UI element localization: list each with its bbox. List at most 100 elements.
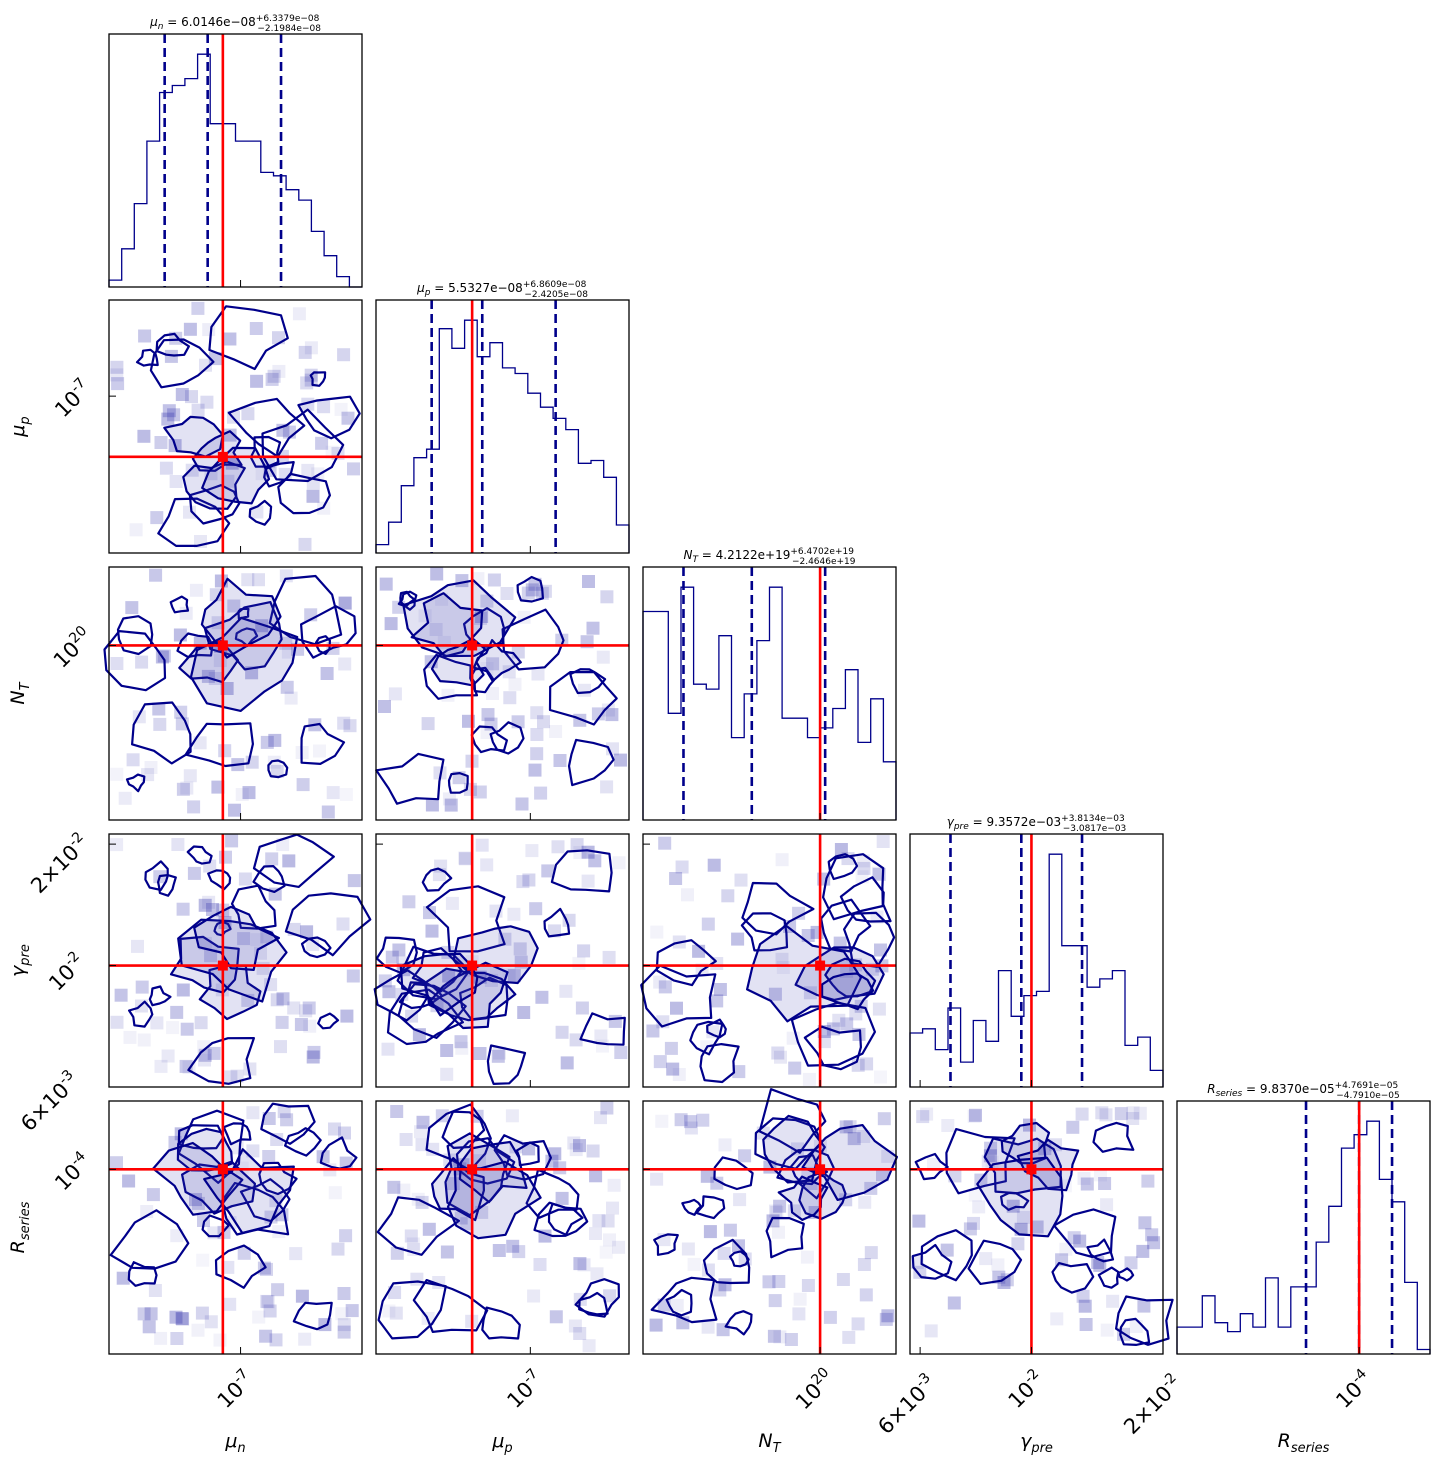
contour bbox=[149, 338, 215, 389]
contour bbox=[458, 1140, 528, 1204]
histogram-step bbox=[642, 586, 897, 820]
contour bbox=[399, 952, 479, 1017]
panel-R_series-vs-gamma_pre bbox=[909, 1100, 1174, 1355]
contour bbox=[911, 1243, 953, 1280]
contour bbox=[822, 853, 885, 921]
contour bbox=[157, 874, 177, 897]
y-axis-label: Rseries bbox=[7, 1201, 33, 1253]
contour bbox=[839, 876, 892, 923]
contour bbox=[148, 985, 172, 1007]
contour bbox=[152, 1141, 244, 1216]
contour bbox=[1051, 1262, 1095, 1294]
contour bbox=[187, 1037, 255, 1085]
contour bbox=[821, 972, 875, 1011]
y-axis-label: γpre bbox=[7, 944, 33, 977]
contour bbox=[109, 1209, 190, 1270]
contour bbox=[762, 1114, 826, 1184]
contour bbox=[375, 752, 445, 805]
contour bbox=[208, 305, 289, 371]
contour bbox=[252, 865, 286, 893]
contour bbox=[169, 595, 190, 614]
contour bbox=[914, 1152, 949, 1181]
contour bbox=[550, 849, 613, 893]
contour bbox=[758, 1088, 827, 1154]
contour bbox=[261, 408, 345, 483]
contour bbox=[207, 869, 232, 891]
x-axis-label: NT bbox=[758, 1430, 781, 1456]
contour bbox=[920, 1229, 973, 1282]
contour bbox=[1092, 1121, 1135, 1153]
contour bbox=[300, 936, 332, 959]
contour bbox=[1115, 1295, 1174, 1346]
panel-N_T-vs-mu_p bbox=[375, 566, 630, 821]
contour bbox=[201, 1214, 230, 1238]
contour bbox=[423, 653, 479, 700]
contour bbox=[713, 1156, 754, 1191]
contour bbox=[410, 592, 484, 658]
y-tick-label: 10-2 bbox=[43, 948, 90, 995]
contour bbox=[486, 1044, 527, 1085]
contour bbox=[421, 867, 453, 892]
panel-title: μn = 6.0146e−08+6.3379e−08 −2.1984e−08 bbox=[149, 14, 321, 34]
truth-point bbox=[467, 960, 478, 971]
contour bbox=[184, 722, 254, 768]
contour bbox=[820, 898, 872, 953]
contour bbox=[827, 853, 859, 881]
x-axis-label: μn bbox=[224, 1430, 245, 1456]
hist-panel-mu_n: μn = 6.0146e−08+6.3379e−08 −2.1984e−08 bbox=[108, 14, 363, 288]
panel-mu_p-vs-mu_n bbox=[108, 299, 363, 554]
contour bbox=[191, 430, 243, 472]
contour bbox=[131, 701, 192, 765]
contour bbox=[777, 1175, 829, 1221]
contour bbox=[188, 484, 241, 525]
contour bbox=[377, 1280, 447, 1340]
hist-panel-mu_p: μp = 5.5327e−08+6.8609e−08 −2.4205e−08 bbox=[375, 280, 630, 554]
x-axis-label: γpre bbox=[1020, 1430, 1053, 1456]
hist-panel-N_T: NT = 4.2122e+19+6.4702e+19 −2.4646e+19 bbox=[642, 547, 897, 821]
contour bbox=[516, 575, 544, 603]
contour bbox=[655, 939, 717, 987]
x-axis-label: Rseries bbox=[1278, 1430, 1330, 1456]
contour bbox=[567, 738, 615, 787]
panel-gamma_pre-vs-mu_n bbox=[108, 833, 372, 1088]
hist-panel-R_series: Rseries = 9.8370e−05+4.7691e−05 −4.7910e−… bbox=[1176, 1081, 1431, 1355]
contour bbox=[425, 885, 506, 953]
y-axis-label: μp bbox=[7, 416, 33, 437]
contour bbox=[317, 1012, 340, 1030]
contour bbox=[1117, 1267, 1135, 1282]
y-axis-label: NT bbox=[7, 681, 33, 704]
contour bbox=[398, 981, 444, 1010]
contour bbox=[1119, 1317, 1151, 1346]
panel-N_T-vs-mu_n bbox=[103, 566, 363, 821]
contour bbox=[284, 1127, 322, 1157]
contour bbox=[277, 472, 331, 515]
x-tick-label: 6×10-3 bbox=[872, 1370, 941, 1439]
contour bbox=[135, 348, 159, 367]
contour bbox=[260, 1102, 316, 1145]
truth-point bbox=[217, 960, 228, 971]
hist-panel-gamma_pre: γpre = 9.3572e−03+3.8134e−03 −3.0817e−03 bbox=[909, 814, 1164, 1088]
contour bbox=[300, 722, 346, 765]
contour bbox=[1000, 1121, 1051, 1165]
contour bbox=[728, 1250, 750, 1268]
x-tick-label: 2×10-2 bbox=[1118, 1370, 1187, 1439]
histogram-step bbox=[108, 53, 362, 288]
contour bbox=[579, 1012, 626, 1046]
contour bbox=[515, 1141, 540, 1167]
contour bbox=[214, 1244, 267, 1289]
y-tick-label: 10-4 bbox=[49, 1148, 96, 1195]
y-tick-label: 2×10-2 bbox=[25, 829, 94, 898]
histogram-step bbox=[909, 853, 1164, 1087]
contour bbox=[801, 1124, 898, 1201]
contour bbox=[533, 1201, 589, 1238]
panel-gamma_pre-vs-mu_p bbox=[373, 833, 630, 1088]
contour bbox=[706, 1018, 727, 1039]
x-tick-label: 10-7 bbox=[501, 1366, 548, 1413]
contour bbox=[754, 1117, 824, 1170]
contour bbox=[292, 1301, 333, 1331]
contour bbox=[1097, 1266, 1120, 1289]
contour bbox=[116, 615, 154, 656]
contour bbox=[248, 499, 273, 526]
contour bbox=[1086, 1238, 1115, 1263]
